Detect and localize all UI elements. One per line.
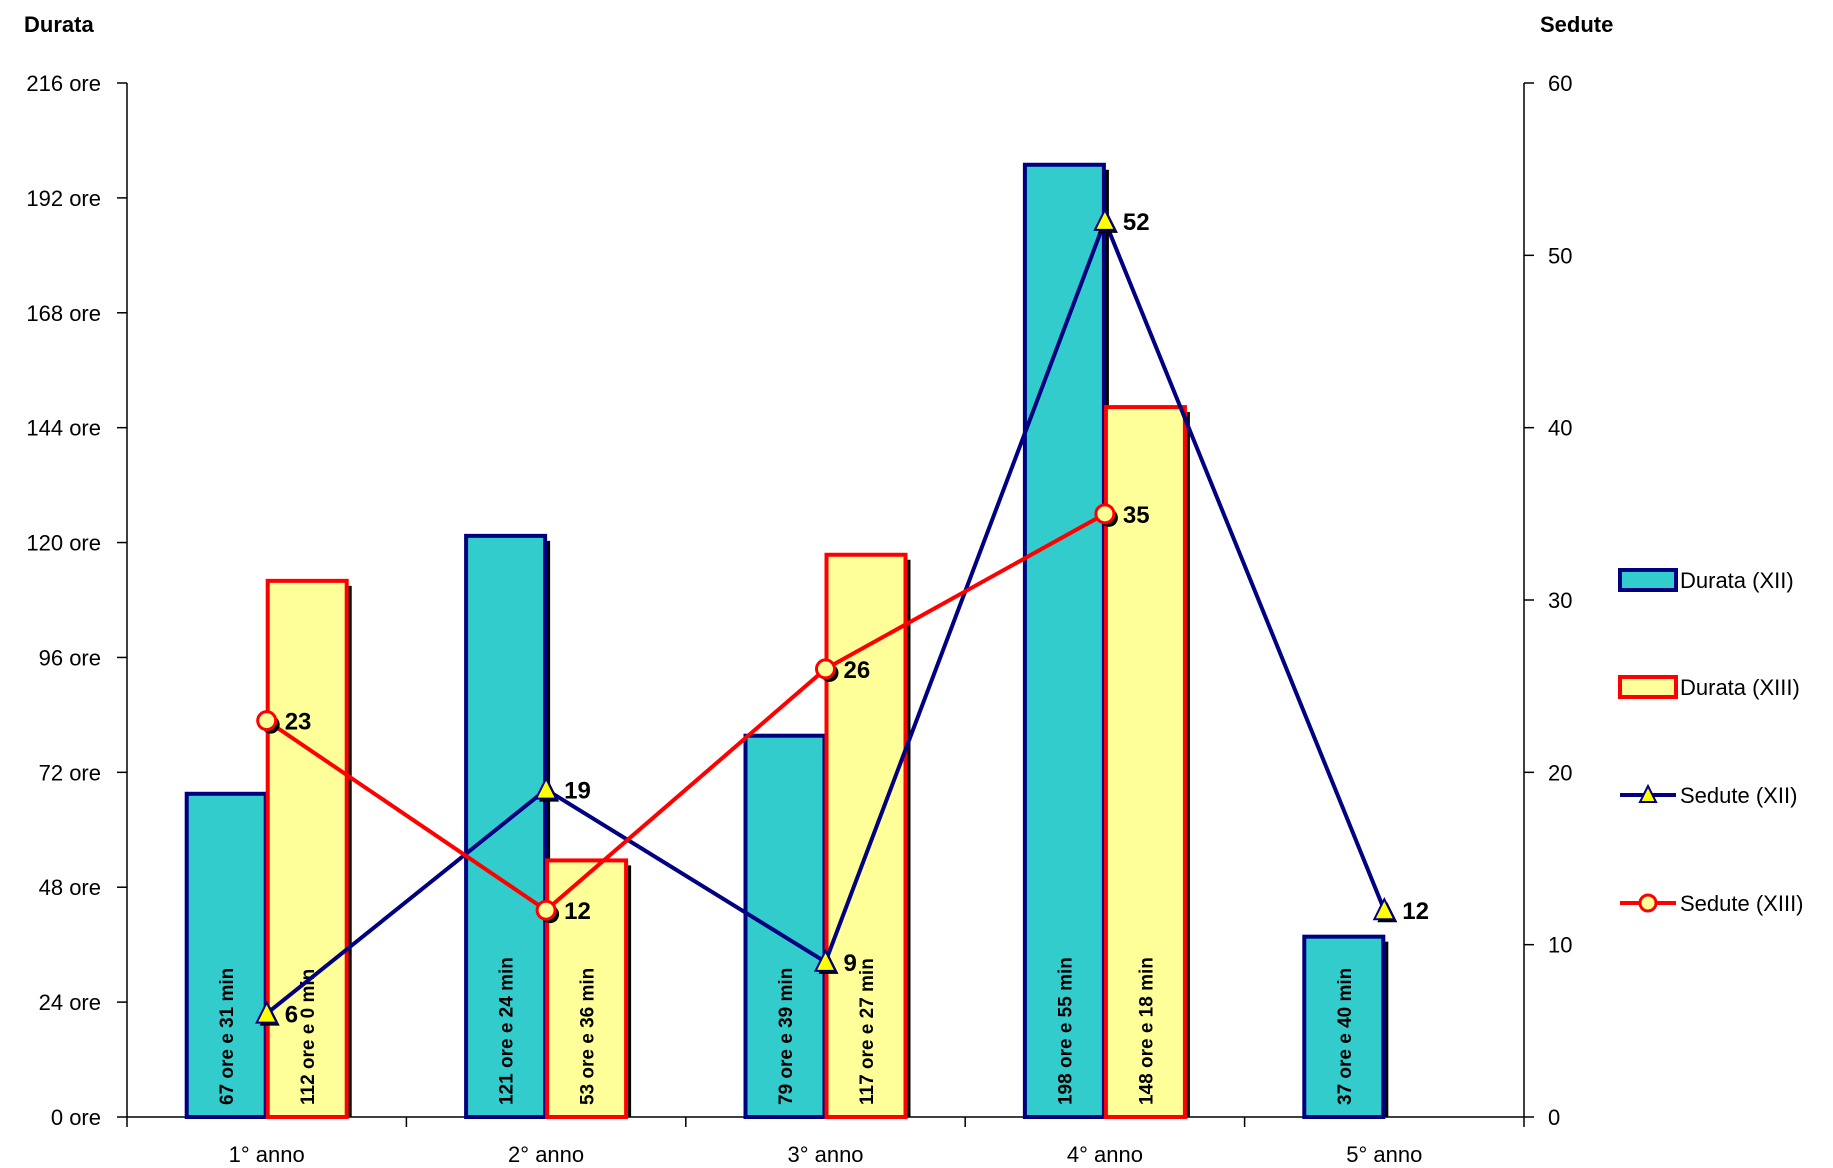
triangle-marker <box>1093 207 1117 231</box>
x-tick-label: 3° anno <box>787 1142 863 1167</box>
y-left-tick-label: 72 ore <box>39 760 101 785</box>
y-left-tick-label: 120 ore <box>26 531 101 556</box>
point-labels: 6 19 9 52 12 23 12 26 35 <box>285 209 1429 1029</box>
legend-label: Durata (XIII) <box>1680 675 1800 700</box>
axes: Durata Sedute 0 ore 24 ore 48 ore 72 ore 96 or… <box>24 12 1613 1167</box>
legend-label: Durata (XII) <box>1680 568 1794 593</box>
bar <box>743 733 827 1120</box>
bar-value-label: 148 ore e 18 min <box>1136 957 1157 1105</box>
point-value-label: 26 <box>844 657 871 684</box>
y-right-tick-label: 10 <box>1548 933 1572 958</box>
y-left-tick-label: 168 ore <box>26 301 101 326</box>
y-left-tick-label: 48 ore <box>39 875 101 900</box>
triangle-marker <box>813 948 838 972</box>
triangle-marker <box>534 776 558 800</box>
bar <box>265 578 349 1119</box>
bar-value-label: 53 ore e 36 min <box>578 968 599 1105</box>
legend-label: Sedute (XIII) <box>1680 891 1804 916</box>
x-tick-label: 5° anno <box>1346 1142 1422 1167</box>
bar-value-label: 112 ore e 0 min <box>298 969 319 1105</box>
x-tick-label: 1° anno <box>229 1142 305 1167</box>
point-value-label: 6 <box>285 1002 298 1029</box>
point-value-label: 23 <box>285 709 312 736</box>
y-right-tick-label: 40 <box>1548 416 1572 441</box>
point-value-label: 12 <box>1402 898 1429 925</box>
point-value-label: 9 <box>844 950 857 977</box>
bar-value-label: 121 ore e 24 min <box>497 957 518 1105</box>
bar <box>545 858 629 1119</box>
point-value-label: 35 <box>1123 502 1150 529</box>
circle-marker <box>256 710 278 732</box>
y-left-title: Durata <box>24 12 94 37</box>
x-tick-label: 2° anno <box>508 1142 584 1167</box>
circle-marker <box>815 658 836 680</box>
circle-marker <box>535 899 557 921</box>
bar-value-label: 198 ore e 55 min <box>1055 957 1076 1105</box>
legend-triangle-marker <box>1638 783 1658 803</box>
bars <box>184 162 1389 1120</box>
legend-circle-marker <box>1638 893 1658 913</box>
markers <box>255 207 1398 1026</box>
bar-value-label: 67 ore e 31 min <box>217 968 238 1105</box>
y-left-tick-label: 24 ore <box>39 990 101 1015</box>
y-right-tick-label: 50 <box>1548 243 1572 268</box>
y-right-tick-label: 60 <box>1548 71 1572 96</box>
legend-swatch <box>1618 568 1678 592</box>
y-left-tick-label: 0 ore <box>51 1105 101 1130</box>
x-tick-label: 4° anno <box>1067 1142 1143 1167</box>
y-left-tick-label: 96 ore <box>39 645 101 670</box>
bar-value-label: 117 ore e 27 min <box>857 958 878 1105</box>
point-value-label: 12 <box>564 898 591 925</box>
point-value-label: 19 <box>564 778 591 805</box>
y-left-tick-label: 216 ore <box>26 71 101 96</box>
y-left-tick-label: 144 ore <box>26 416 101 441</box>
triangle-marker <box>255 1000 279 1024</box>
bar-labels: 67 ore e 31 min 121 ore e 24 min 79 ore e … <box>217 957 1356 1105</box>
circle-marker <box>1094 503 1116 525</box>
y-right-tick-label: 0 <box>1548 1105 1560 1130</box>
point-value-label: 52 <box>1123 209 1150 236</box>
bar <box>1103 405 1187 1119</box>
bar <box>1302 934 1386 1119</box>
legend-label: Sedute (XII) <box>1680 783 1797 808</box>
y-right-title: Sedute <box>1540 12 1613 37</box>
y-left-tick-label: 192 ore <box>26 186 101 211</box>
y-right-tick-label: 30 <box>1548 588 1572 613</box>
bar <box>464 533 548 1119</box>
bar-value-label: 37 ore e 40 min <box>1335 968 1356 1105</box>
y-right-tick-label: 20 <box>1548 760 1572 785</box>
triangle-marker <box>1372 896 1396 921</box>
legend-swatch <box>1618 675 1678 699</box>
legend: Durata (XII) Durata (XIII) Sedute (XII) Sed… <box>1618 568 1804 916</box>
series-line <box>265 512 1106 913</box>
bar-value-label: 79 ore e 39 min <box>776 968 797 1105</box>
